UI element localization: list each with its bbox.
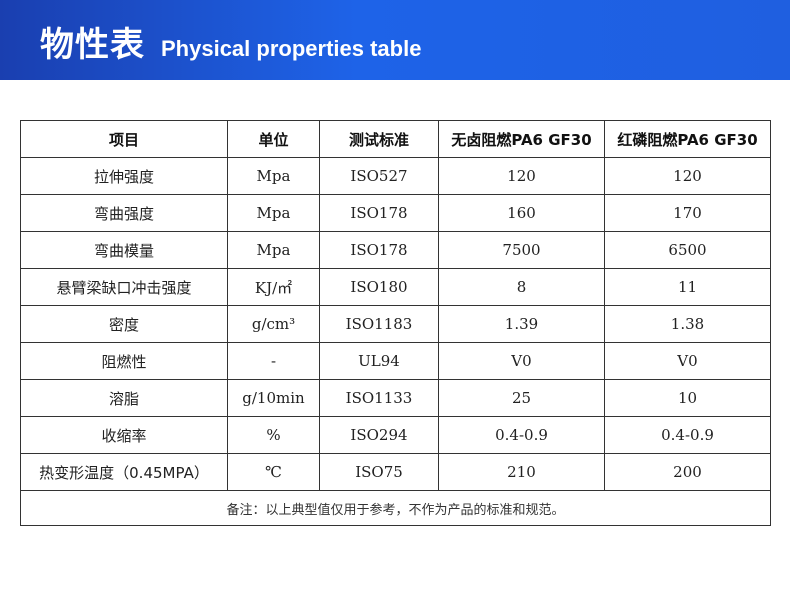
header-title-group: 物性表 Physical properties table (0, 17, 421, 80)
page-header: 物性表 Physical properties table (0, 0, 790, 80)
standard-cell: ISO178 (319, 194, 439, 232)
value-cell: 120 (604, 157, 771, 195)
unit-cell: g/10min (227, 379, 320, 417)
property-name-cell: 拉伸强度 (20, 157, 228, 195)
standard-cell: ISO178 (319, 231, 439, 269)
table-row: 悬臂梁缺口冲击强度 KJ/㎡ ISO180 8 11 (20, 268, 771, 306)
value-cell: 1.39 (438, 305, 605, 343)
standard-cell: ISO527 (319, 157, 439, 195)
column-header-red-phosphorus-pa6-gf30: 红磷阻燃PA6 GF30 (604, 120, 771, 158)
property-name-cell: 密度 (20, 305, 228, 343)
property-name-cell: 热变形温度（0.45MPA） (20, 453, 228, 491)
standard-cell: ISO1133 (319, 379, 439, 417)
value-cell: 8 (438, 268, 605, 306)
table-row: 密度 g/cm³ ISO1183 1.39 1.38 (20, 305, 771, 343)
value-cell: 10 (604, 379, 771, 417)
standard-cell: ISO75 (319, 453, 439, 491)
unit-cell: KJ/㎡ (227, 268, 320, 306)
property-name-cell: 弯曲强度 (20, 194, 228, 232)
table-footnote: 备注：以上典型值仅用于参考，不作为产品的标准和规范。 (20, 490, 771, 526)
property-name-cell: 阻燃性 (20, 342, 228, 380)
unit-cell: Mpa (227, 194, 320, 232)
standard-cell: ISO180 (319, 268, 439, 306)
column-header-halogen-free-pa6-gf30: 无卤阻燃PA6 GF30 (438, 120, 605, 158)
unit-cell: ℃ (227, 453, 320, 491)
unit-cell: Mpa (227, 231, 320, 269)
page-title-english: Physical properties table (161, 36, 422, 61)
unit-cell: % (227, 416, 320, 454)
physical-properties-table: 项目 单位 测试标准 无卤阻燃PA6 GF30 红磷阻燃PA6 GF30 拉伸强… (20, 120, 771, 526)
value-cell: 25 (438, 379, 605, 417)
page-title-chinese: 物性表 (40, 25, 145, 65)
table-row: 热变形温度（0.45MPA） ℃ ISO75 210 200 (20, 453, 771, 491)
column-header-test-standard: 测试标准 (319, 120, 439, 158)
standard-cell: ISO1183 (319, 305, 439, 343)
standard-cell: UL94 (319, 342, 439, 380)
table-row: 弯曲模量 Mpa ISO178 7500 6500 (20, 231, 771, 269)
property-name-cell: 弯曲模量 (20, 231, 228, 269)
value-cell: 160 (438, 194, 605, 232)
table-header-row: 项目 单位 测试标准 无卤阻燃PA6 GF30 红磷阻燃PA6 GF30 (20, 120, 771, 158)
value-cell: 210 (438, 453, 605, 491)
value-cell: V0 (604, 342, 771, 380)
value-cell: 7500 (438, 231, 605, 269)
value-cell: 0.4-0.9 (604, 416, 771, 454)
property-name-cell: 悬臂梁缺口冲击强度 (20, 268, 228, 306)
unit-cell: g/cm³ (227, 305, 320, 343)
value-cell: 0.4-0.9 (438, 416, 605, 454)
table-note-row: 备注：以上典型值仅用于参考，不作为产品的标准和规范。 (20, 490, 771, 526)
column-header-unit: 单位 (227, 120, 320, 158)
property-name-cell: 收缩率 (20, 416, 228, 454)
value-cell: 120 (438, 157, 605, 195)
value-cell: V0 (438, 342, 605, 380)
value-cell: 6500 (604, 231, 771, 269)
value-cell: 170 (604, 194, 771, 232)
property-name-cell: 溶脂 (20, 379, 228, 417)
value-cell: 1.38 (604, 305, 771, 343)
unit-cell: - (227, 342, 320, 380)
unit-cell: Mpa (227, 157, 320, 195)
standard-cell: ISO294 (319, 416, 439, 454)
value-cell: 11 (604, 268, 771, 306)
table-row: 阻燃性 - UL94 V0 V0 (20, 342, 771, 380)
table-row: 溶脂 g/10min ISO1133 25 10 (20, 379, 771, 417)
table-row: 收缩率 % ISO294 0.4-0.9 0.4-0.9 (20, 416, 771, 454)
table-row: 弯曲强度 Mpa ISO178 160 170 (20, 194, 771, 232)
table-row: 拉伸强度 Mpa ISO527 120 120 (20, 157, 771, 195)
column-header-item: 项目 (20, 120, 228, 158)
value-cell: 200 (604, 453, 771, 491)
